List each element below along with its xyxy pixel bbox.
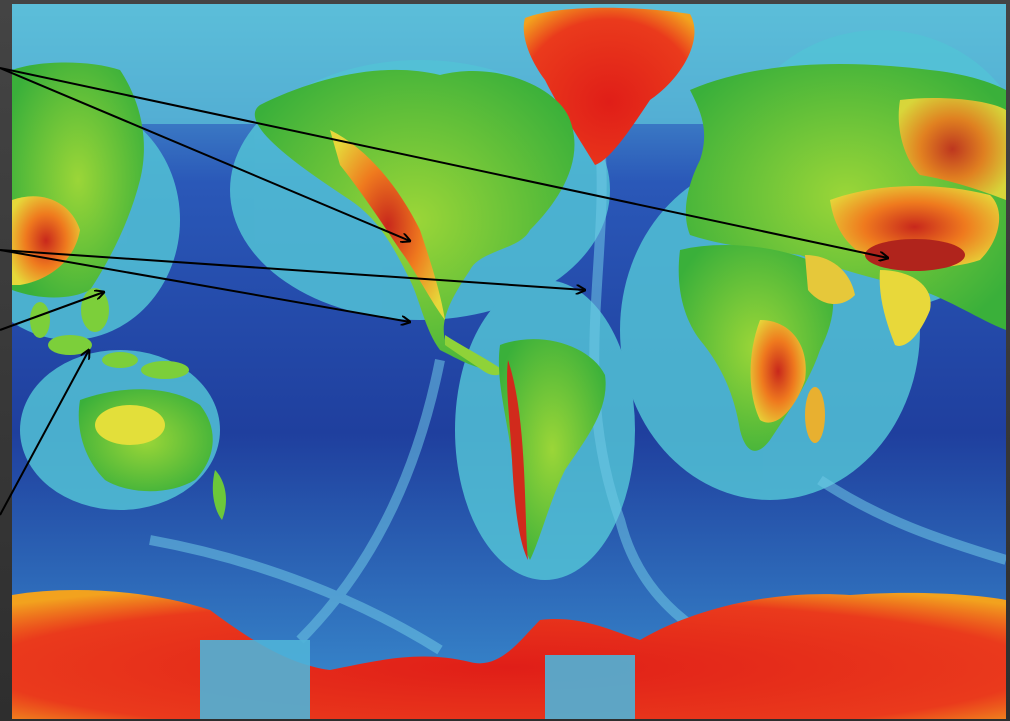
arrow-to-philippine-trench [0,350,89,516]
greenland [523,7,695,166]
east-african-highlands [750,320,806,423]
madagascar [805,387,825,443]
antarctic-shelf-gap [200,640,310,719]
arrow-to-himalayas [0,67,888,258]
andes [507,360,528,560]
indian-subcontinent [879,270,931,346]
arrow-to-mid-atlantic-ridge [0,249,585,290]
central-america [445,335,502,376]
east-asia-highlands [898,98,1006,200]
south-america [498,339,606,560]
tibetan-plateau [865,239,965,271]
arrow-to-rocky-mountains [0,67,410,241]
tibet-left-edge [12,196,80,285]
antarctic-shelf-gap-2 [545,655,635,719]
annotation-arrows [0,67,888,516]
rocky-mountains [330,130,445,320]
arabian-peninsula [805,255,855,305]
australia-interior [95,405,165,445]
arrow-to-mariana-trench [0,292,104,331]
new-zealand [212,470,226,520]
arrow-to-east-pacific-rise [0,249,410,322]
